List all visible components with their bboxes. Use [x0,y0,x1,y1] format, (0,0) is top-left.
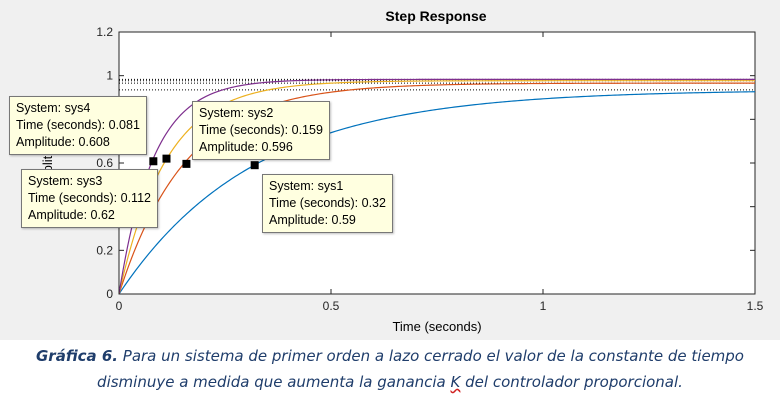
x-tick-label: 1.5 [747,299,764,313]
caption-text-end: del controlador proporcional. [460,373,683,391]
caption-gain-symbol: K [450,373,461,391]
datatip-sys1[interactable]: System: sys1 Time (seconds): 0.32 Amplit… [262,174,393,233]
y-tick-label: 1 [106,69,113,83]
caption-lead: Gráfica 6. [35,347,118,365]
series-line-sys4 [119,78,755,294]
datatip-amplitude-label: Amplitude: 0.62 [28,208,115,222]
figure-caption: Gráfica 6. Para un sistema de primer ord… [0,343,780,395]
datatip-amplitude-label: Amplitude: 0.608 [16,135,110,149]
figure-window: Step Response 00.511.500.20.40.60.811.2 … [0,0,780,340]
caption-text: Para un sistema de primer orden a lazo c… [97,347,744,391]
datatip-time-label: Time (seconds): 0.081 [16,118,140,132]
y-tick-label: 1.2 [96,25,113,39]
step-response-plot: Step Response 00.511.500.20.40.60.811.2 … [40,8,764,334]
datatip-sys2[interactable]: System: sys2 Time (seconds): 0.159 Ampli… [192,101,330,160]
plot-area [118,31,756,295]
datatip-time-label: Time (seconds): 0.159 [199,123,323,137]
chart-title: Step Response [385,8,486,24]
x-tick-label: 0 [116,299,123,313]
datatip-time-label: Time (seconds): 0.112 [28,191,151,205]
x-tick-label: 1 [540,299,547,313]
y-tick-label: 0 [106,287,113,301]
datatip-system-label: System: sys1 [269,179,344,193]
datatip-system-label: System: sys3 [28,174,103,188]
datatip-system-label: System: sys2 [199,106,274,120]
datatip-marker-sys3[interactable] [162,154,171,163]
y-tick-label: 0.2 [96,243,113,257]
datatip-amplitude-label: Amplitude: 0.59 [269,213,356,227]
datatip-sys3[interactable]: System: sys3 Time (seconds): 0.112 Ampli… [21,169,158,228]
series-line-sys1 [119,91,755,294]
datatip-marker-sys2[interactable] [182,159,191,168]
y-tick-label: 0.6 [96,156,113,170]
datatip-marker-sys1[interactable] [250,161,259,170]
x-axis-label: Time (seconds) [392,319,481,334]
datatip-time-label: Time (seconds): 0.32 [269,196,386,210]
datatip-marker-sys4[interactable] [149,157,158,166]
x-tick-label: 0.5 [323,299,340,313]
datatip-amplitude-label: Amplitude: 0.596 [199,140,293,154]
datatip-sys4[interactable]: System: sys4 Time (seconds): 0.081 Ampli… [9,96,147,155]
datatip-system-label: System: sys4 [16,101,91,115]
